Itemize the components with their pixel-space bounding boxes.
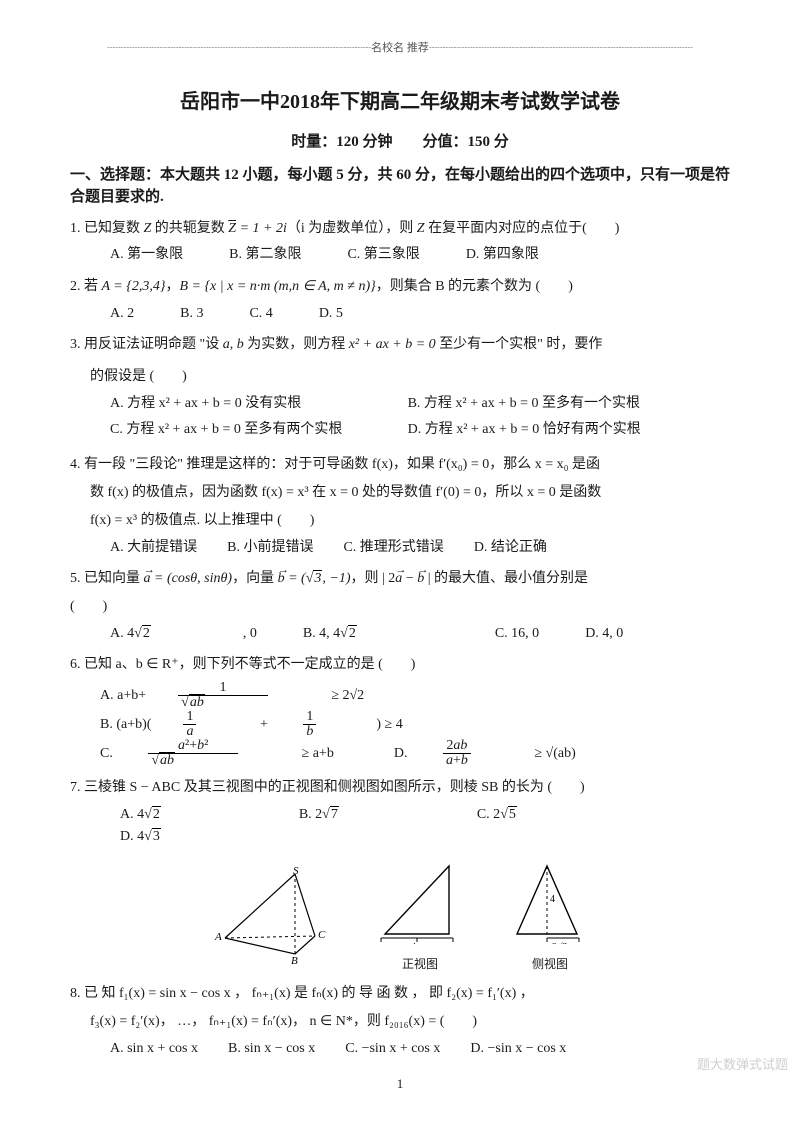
q5-options: A. 42, 0 B. 4, 42 C. 16, 0 D. 4, 0 [110,623,730,645]
question-7: 7. 三棱锥 S − ABC 及其三视图中的正视图和侧视图如图所示，则棱 SB … [70,776,730,800]
q1-text-a: 1. 已知复数 [70,221,144,236]
q4-opt-a: A. 大前提错误 [110,537,197,559]
q5-vecb: b = (3, −1) [278,571,351,586]
q5-b: ，向量 [232,571,278,586]
q3-eq: x² + ax + b = 0 [349,337,436,352]
question-6: 6. 已知 a、b ∈ R⁺，则下列不等式不一定成立的是 ( ) [70,653,730,677]
question-5: 5. 已知向量 a = (cosθ, sinθ)，向量 b = (3, −1)，… [70,567,730,591]
q4-options: A. 大前提错误 B. 小前提错误 C. 推理形式错误 D. 结论正确 [110,537,730,559]
question-1: 1. 已知复数 Z 的共轭复数 Z = 1 + 2i（i 为虚数单位），则 Z … [70,217,730,241]
q6-options: A. a+b+1ab ≥ 2√2 B. (a+b)(1a + 1b) ≥ 4 C… [100,681,730,768]
q8-opt-d: D. −sin x − cos x [470,1038,566,1060]
q1-opt-b: B. 第二象限 [229,244,301,266]
q6-opt-d: D. 2aba+b ≥ √(ab) [394,739,606,768]
fig-3d: S A B C [205,866,335,974]
q7-figures: S A B C 4 正视图 4 2√3 [70,854,730,974]
fig-side: 4 2√3 侧视图 [505,854,595,974]
q8-opt-c: C. −sin x + cos x [345,1038,440,1060]
q4-opt-b: B. 小前提错误 [227,537,313,559]
q5-veca: a = (cosθ, sinθ) [144,571,233,586]
exam-page: ┈┈┈┈┈┈┈┈┈┈┈┈┈┈┈┈┈┈┈┈┈┈┈┈名校名 推荐┈┈┈┈┈┈┈┈┈┈… [0,0,800,1115]
side-h: 4 [550,894,555,905]
q1-opt-c: C. 第三象限 [347,244,419,266]
question-2: 2. 若 A = {2,3,4}，B = {x | x = n·m (m,n ∈… [70,275,730,299]
q3-c: 至少有一个实根" 时，要作 [436,337,603,352]
q2-setB: B = {x | x = n·m (m,n ∈ A, m ≠ n)} [179,279,375,294]
q3-line2: 的假设是 ( ) [90,365,730,389]
q3-opt-a: A. 方程 x² + ax + b = 0 没有实根 [110,393,408,415]
page-subtitle: 时量：120 分钟 分值：150 分 [70,130,730,154]
question-4-l3: f(x) = x³ 的极值点. 以上推理中 ( ) [90,509,730,533]
q8-options: A. sin x + cos x B. sin x − cos x C. −si… [110,1038,730,1060]
q6-opt-b: B. (a+b)(1a + 1b) ≥ 4 [100,710,433,739]
q7-opt-d: D. 43 [120,826,253,848]
lbl-A: A [214,931,222,943]
q8-opt-a: A. sin x + cos x [110,1038,198,1060]
q1-opt-a: A. 第一象限 [110,244,183,266]
q3-ab: a, b [223,337,244,352]
q1-z2: Z [417,221,425,236]
header-banner: ┈┈┈┈┈┈┈┈┈┈┈┈┈┈┈┈┈┈┈┈┈┈┈┈名校名 推荐┈┈┈┈┈┈┈┈┈┈… [70,40,730,58]
lbl-C: C [318,929,326,941]
q2-c: ，则集合 B 的元素个数为 ( ) [376,279,573,294]
page-title: 岳阳市一中2018年下期高二年级期末考试数学试卷 [70,86,730,118]
q1-text-c: （i 为虚数单位），则 [287,221,417,236]
q8-opt-b: B. sin x − cos x [228,1038,315,1060]
side-label: 侧视图 [505,955,595,974]
q7-opt-c: C. 25 [477,804,609,826]
side-w: 2√3 [552,942,568,944]
q7-opt-b: B. 27 [299,804,431,826]
q5-c: ，则 | 2a − b | 的最大值、最小值分别是 [350,571,588,586]
q5-opt-c: C. 16, 0 [495,623,539,645]
section-head-1: 一、选择题：本大题共 12 小题，每小题 5 分，共 60 分，在每小题给出的四… [70,164,730,209]
q2-setA: A = {2,3,4} [102,279,166,294]
q2-opt-c: C. 4 [249,303,272,325]
q3-opt-b: B. 方程 x² + ax + b = 0 至多有一个实根 [408,393,706,415]
q6-opt-a: A. a+b+1ab ≥ 2√2 [100,681,394,710]
q5-opt-b: B. 4, 42 [303,623,449,645]
page-number: 1 [70,1074,730,1095]
q2-opt-b: B. 3 [180,303,203,325]
watermark: 题大数弹式试题 [697,1054,788,1073]
q3-b: 为实数，则方程 [244,337,349,352]
q2-b: ， [165,279,179,294]
q6-opt-c: C. a²+b²ab ≥ a+b [100,739,364,768]
q1-opt-d: D. 第四象限 [466,244,539,266]
q2-opt-a: A. 2 [110,303,134,325]
lbl-S: S [293,866,299,877]
front-label: 正视图 [375,955,465,974]
q1-text-d: 在复平面内对应的点位于( ) [425,221,620,236]
question-3: 3. 用反证法证明命题 "设 a, b 为实数，则方程 x² + ax + b … [70,333,730,357]
q2-a: 2. 若 [70,279,102,294]
q3-opt-c: C. 方程 x² + ax + b = 0 至多有两个实根 [110,419,408,441]
lbl-B: B [291,955,298,966]
q5-opt-d: D. 4, 0 [585,623,623,645]
q5-a: 5. 已知向量 [70,571,144,586]
q5-paren: ( ) [70,595,730,619]
front-width: 4 [411,942,416,944]
q1-options: A. 第一象限 B. 第二象限 C. 第三象限 D. 第四象限 [110,244,730,266]
q3-opt-d: D. 方程 x² + ax + b = 0 恰好有两个实根 [408,419,706,441]
question-8-l2: f₃(x) = f₂′(x)， …， fₙ₊₁(x) = fₙ′(x)， n ∈… [90,1010,730,1034]
q7-opt-a: A. 42 [120,804,253,826]
question-4-l2: 数 f(x) 的极值点，因为函数 f(x) = x³ 在 x = 0 处的导数值… [90,481,730,505]
question-8-l1: 8. 已 知 f₁(x) = sin x − cos x ， fₙ₊₁(x) 是… [70,982,730,1006]
q2-opt-d: D. 5 [319,303,343,325]
question-4-l1: 4. 有一段 "三段论" 推理是这样的：对于可导函数 f(x)，如果 f′(x₀… [70,453,730,477]
q5-opt-a: A. 42, 0 [110,623,257,645]
q7-options: A. 42 B. 27 C. 25 D. 43 [120,804,730,849]
q3-options: A. 方程 x² + ax + b = 0 没有实根 B. 方程 x² + ax… [110,393,730,446]
q4-opt-c: C. 推理形式错误 [343,537,443,559]
q2-options: A. 2 B. 3 C. 4 D. 5 [110,303,730,325]
q4-opt-d: D. 结论正确 [474,537,547,559]
q1-text-b: 的共轭复数 [151,221,228,236]
q1-eq: Z = 1 + 2i [228,221,287,236]
fig-front: 4 正视图 [375,854,465,974]
q3-a: 3. 用反证法证明命题 "设 [70,337,223,352]
